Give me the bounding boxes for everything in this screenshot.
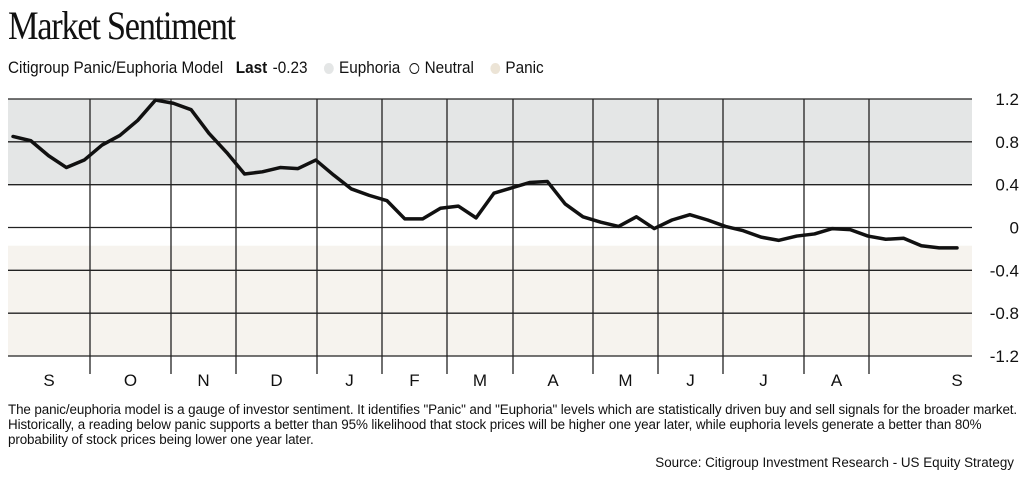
x-tick-label: N (197, 371, 209, 390)
x-tick-label: J (759, 371, 768, 390)
model-name: Citigroup Panic/Euphoria Model (8, 58, 224, 77)
chart-subtitle-row: Citigroup Panic/Euphoria Model Last -0.2… (8, 58, 544, 78)
y-tick-label: -0.8 (990, 304, 1019, 323)
x-tick-label: J (686, 371, 695, 390)
x-tick-label: S (951, 371, 962, 390)
footnote: The panic/euphoria model is a gauge of i… (8, 402, 1018, 447)
y-tick-label: 0 (1010, 219, 1019, 238)
last-label: Last (235, 58, 268, 77)
x-tick-label: O (124, 371, 137, 390)
source-note: Source: Citigroup Investment Research - … (655, 455, 1014, 470)
x-tick-label: A (831, 371, 843, 390)
panic-swatch-icon (490, 62, 501, 74)
y-tick-label: 0.4 (995, 176, 1019, 195)
y-tick-label: 1.2 (995, 90, 1019, 109)
x-tick-label: S (43, 371, 54, 390)
neutral-swatch-icon (409, 62, 420, 74)
last-value: -0.23 (272, 58, 308, 77)
x-tick-label: A (547, 371, 559, 390)
x-tick-label: J (345, 371, 354, 390)
x-tick-label: M (618, 371, 632, 390)
legend-neutral: Neutral (424, 58, 474, 77)
y-tick-label: -1.2 (990, 347, 1019, 366)
euphoria-swatch-icon (323, 62, 334, 74)
sentiment-chart: 1.2 0.8 0.4 0 -0.4 -0.8 -1.2 S O N D J F M A M J J A S (8, 90, 1019, 390)
x-tick-label: D (270, 371, 282, 390)
x-tick-label: M (473, 371, 487, 390)
sentiment-line (11, 98, 959, 250)
legend-euphoria: Euphoria (339, 58, 401, 77)
panic-band (8, 245, 972, 356)
y-tick-label: -0.4 (990, 261, 1019, 280)
legend-panic: Panic (505, 58, 544, 77)
x-tick-label: F (409, 371, 419, 390)
y-tick-label: 0.8 (995, 133, 1019, 152)
chart-title: Market Sentiment (8, 3, 236, 48)
